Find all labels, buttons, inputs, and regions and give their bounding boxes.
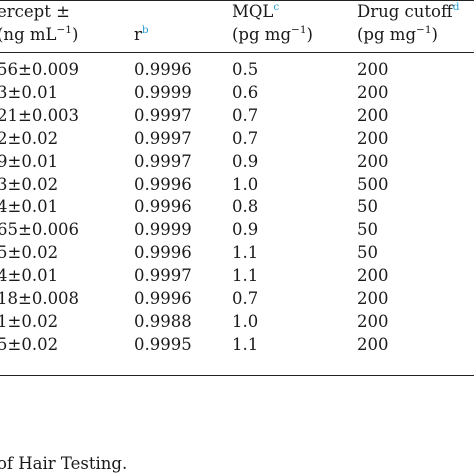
cell-intercept: 9±0.01 <box>0 151 59 171</box>
cell-cutoff: 200 <box>357 151 389 171</box>
cell-cutoff: 200 <box>357 60 389 79</box>
cell-mql: 1.0 <box>232 174 259 194</box>
table-top-rule <box>0 0 474 1</box>
cell-intercept: 65±0.006 <box>0 220 80 240</box>
cell-intercept: 56±0.009 <box>0 60 80 79</box>
cell-r: 0.9999 <box>134 220 192 240</box>
cell-r: 0.9996 <box>134 243 192 263</box>
header-drug-cutoff: Drug cutoffd <box>357 1 460 21</box>
cell-r: 0.9995 <box>134 334 192 354</box>
cell-r: 0.9997 <box>134 105 192 125</box>
cell-mql: 0.6 <box>232 82 259 102</box>
footnote-b-link[interactable]: b <box>141 24 149 36</box>
header-cutoff-unit: (pg mg−1) <box>357 24 438 44</box>
cell-mql: 1.1 <box>232 266 259 286</box>
cell-intercept: 3±0.01 <box>0 82 59 102</box>
cell-intercept: 21±0.003 <box>0 105 80 125</box>
cell-mql: 1.1 <box>232 243 259 263</box>
cell-intercept: 2±0.02 <box>0 128 59 148</box>
cell-r: 0.9999 <box>134 82 192 102</box>
cell-r: 0.9996 <box>134 289 192 308</box>
cell-r: 0.9996 <box>134 197 192 217</box>
cell-intercept: 3±0.02 <box>0 174 59 194</box>
cell-mql: 1.0 <box>232 311 259 331</box>
cell-cutoff: 200 <box>357 128 389 148</box>
cell-mql: 0.7 <box>232 105 259 125</box>
header-mql-unit: (pg mg−1) <box>232 24 313 44</box>
header-intercept-line1: ercept ± <box>0 2 70 21</box>
cell-mql: 0.8 <box>232 197 259 217</box>
cell-cutoff: 50 <box>357 243 378 263</box>
cell-intercept: 1±0.02 <box>0 311 59 331</box>
footer-caption: of Hair Testing. <box>0 454 128 473</box>
cell-r: 0.9997 <box>134 266 192 286</box>
cell-r: 0.9997 <box>134 151 192 171</box>
cell-cutoff: 200 <box>357 266 389 286</box>
cell-intercept: 4±0.01 <box>0 197 59 217</box>
cell-intercept: 5±0.02 <box>0 334 59 354</box>
cell-cutoff: 200 <box>357 82 389 102</box>
cell-cutoff: 500 <box>357 174 389 194</box>
footnote-c-link[interactable]: c <box>273 1 280 13</box>
cell-cutoff: 50 <box>357 220 378 240</box>
header-intercept-unit: (ng mL−1) <box>0 24 79 44</box>
cell-mql: 0.5 <box>232 60 259 79</box>
cell-mql: 0.7 <box>232 128 259 148</box>
cell-mql: 0.9 <box>232 151 259 171</box>
footnote-d-link[interactable]: d <box>452 1 460 13</box>
cell-mql: 0.7 <box>232 289 259 308</box>
cell-cutoff: 200 <box>357 105 389 125</box>
table-bottom-rule <box>0 375 474 376</box>
cell-intercept: 18±0.008 <box>0 289 80 308</box>
cell-r: 0.9988 <box>134 311 192 331</box>
cell-r: 0.9996 <box>134 174 192 194</box>
header-mql: MQLc <box>232 1 280 21</box>
cell-r: 0.9997 <box>134 128 192 148</box>
cell-mql: 1.1 <box>232 334 259 354</box>
table-header-rule <box>0 52 474 53</box>
cell-mql: 0.9 <box>232 220 259 240</box>
cell-intercept: 5±0.02 <box>0 243 59 263</box>
cell-cutoff: 200 <box>357 289 389 308</box>
cell-cutoff: 50 <box>357 197 378 217</box>
cell-cutoff: 200 <box>357 311 389 331</box>
cell-r: 0.9996 <box>134 60 192 79</box>
header-r: rb <box>134 24 149 44</box>
cell-intercept: 4±0.01 <box>0 266 59 286</box>
cell-cutoff: 200 <box>357 334 389 354</box>
